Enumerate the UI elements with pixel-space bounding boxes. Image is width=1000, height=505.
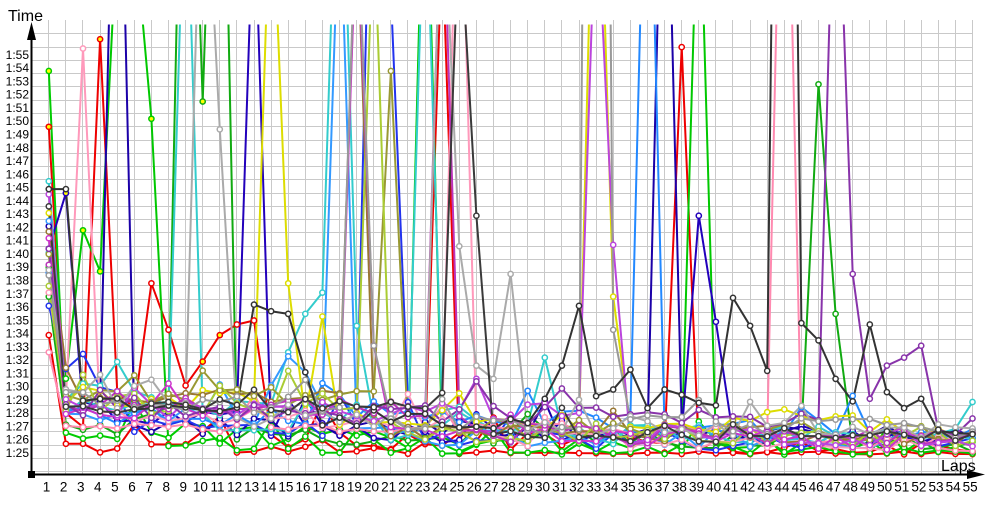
- svg-text:Laps: Laps: [941, 458, 976, 475]
- svg-text:1:40: 1:40: [6, 247, 30, 261]
- svg-text:19: 19: [347, 480, 362, 495]
- svg-text:46: 46: [809, 480, 824, 495]
- svg-text:7: 7: [145, 480, 153, 495]
- svg-text:1:43: 1:43: [6, 207, 30, 221]
- svg-text:34: 34: [603, 480, 619, 495]
- svg-text:1:34: 1:34: [6, 327, 30, 341]
- svg-text:48: 48: [843, 480, 858, 495]
- svg-text:18: 18: [330, 480, 345, 495]
- svg-text:41: 41: [723, 480, 738, 495]
- svg-text:24: 24: [432, 480, 448, 495]
- svg-text:1:27: 1:27: [6, 420, 30, 434]
- svg-text:29: 29: [518, 480, 533, 495]
- svg-text:44: 44: [774, 480, 790, 495]
- svg-text:3: 3: [77, 480, 85, 495]
- svg-text:1:32: 1:32: [6, 353, 30, 367]
- svg-text:1:44: 1:44: [6, 194, 30, 208]
- svg-text:28: 28: [501, 480, 516, 495]
- svg-text:1:36: 1:36: [6, 300, 30, 314]
- svg-text:1:49: 1:49: [6, 128, 30, 142]
- svg-text:26: 26: [467, 480, 482, 495]
- svg-text:11: 11: [210, 480, 224, 495]
- svg-text:42: 42: [740, 480, 755, 495]
- svg-text:21: 21: [381, 480, 396, 495]
- svg-text:17: 17: [313, 480, 328, 495]
- svg-text:1:48: 1:48: [6, 141, 30, 155]
- svg-text:1:54: 1:54: [6, 61, 30, 75]
- svg-text:35: 35: [621, 480, 636, 495]
- svg-text:1:26: 1:26: [6, 433, 30, 447]
- svg-text:1:42: 1:42: [6, 220, 30, 234]
- svg-text:22: 22: [398, 480, 413, 495]
- svg-text:16: 16: [295, 480, 310, 495]
- svg-text:1:39: 1:39: [6, 260, 30, 274]
- svg-text:33: 33: [586, 480, 601, 495]
- svg-text:6: 6: [128, 480, 136, 495]
- svg-text:25: 25: [449, 480, 464, 495]
- svg-text:45: 45: [792, 480, 807, 495]
- svg-text:1:31: 1:31: [6, 366, 30, 380]
- svg-text:38: 38: [672, 480, 687, 495]
- svg-text:47: 47: [826, 480, 841, 495]
- svg-text:1:50: 1:50: [6, 114, 30, 128]
- svg-text:1:55: 1:55: [6, 48, 30, 62]
- svg-text:14: 14: [261, 480, 277, 495]
- svg-text:1:33: 1:33: [6, 340, 30, 354]
- svg-text:49: 49: [860, 480, 875, 495]
- svg-text:9: 9: [180, 480, 188, 495]
- svg-text:12: 12: [227, 480, 242, 495]
- svg-text:36: 36: [638, 480, 653, 495]
- svg-text:15: 15: [278, 480, 293, 495]
- svg-text:13: 13: [244, 480, 259, 495]
- svg-text:23: 23: [415, 480, 430, 495]
- svg-text:37: 37: [655, 480, 670, 495]
- svg-text:55: 55: [963, 480, 978, 495]
- svg-text:1:29: 1:29: [6, 393, 30, 407]
- svg-text:39: 39: [689, 480, 704, 495]
- svg-text:54: 54: [946, 480, 962, 495]
- svg-text:30: 30: [535, 480, 550, 495]
- svg-text:1:47: 1:47: [6, 154, 30, 168]
- svg-text:5: 5: [111, 480, 119, 495]
- svg-text:4: 4: [94, 480, 102, 495]
- svg-text:1:37: 1:37: [6, 287, 30, 301]
- svg-text:31: 31: [552, 480, 567, 495]
- svg-text:1:41: 1:41: [6, 234, 30, 248]
- svg-text:Time: Time: [8, 8, 43, 25]
- svg-text:1:30: 1:30: [6, 380, 30, 394]
- svg-text:1:53: 1:53: [6, 74, 30, 88]
- svg-text:53: 53: [928, 480, 943, 495]
- svg-text:43: 43: [757, 480, 772, 495]
- svg-text:51: 51: [894, 480, 909, 495]
- svg-text:2: 2: [60, 480, 68, 495]
- svg-text:40: 40: [706, 480, 721, 495]
- svg-text:1:51: 1:51: [6, 101, 30, 115]
- svg-text:8: 8: [162, 480, 170, 495]
- svg-text:27: 27: [484, 480, 499, 495]
- svg-text:1:46: 1:46: [6, 167, 30, 181]
- svg-text:32: 32: [569, 480, 584, 495]
- svg-text:1:35: 1:35: [6, 313, 30, 327]
- svg-text:1:45: 1:45: [6, 181, 30, 195]
- svg-text:1:38: 1:38: [6, 274, 30, 288]
- svg-text:1:28: 1:28: [6, 406, 30, 420]
- svg-text:52: 52: [911, 480, 926, 495]
- svg-text:1:25: 1:25: [6, 446, 30, 460]
- svg-text:1: 1: [43, 480, 51, 495]
- svg-text:10: 10: [193, 480, 208, 495]
- svg-text:50: 50: [877, 480, 892, 495]
- svg-text:1:52: 1:52: [6, 88, 30, 102]
- svg-text:20: 20: [364, 480, 379, 495]
